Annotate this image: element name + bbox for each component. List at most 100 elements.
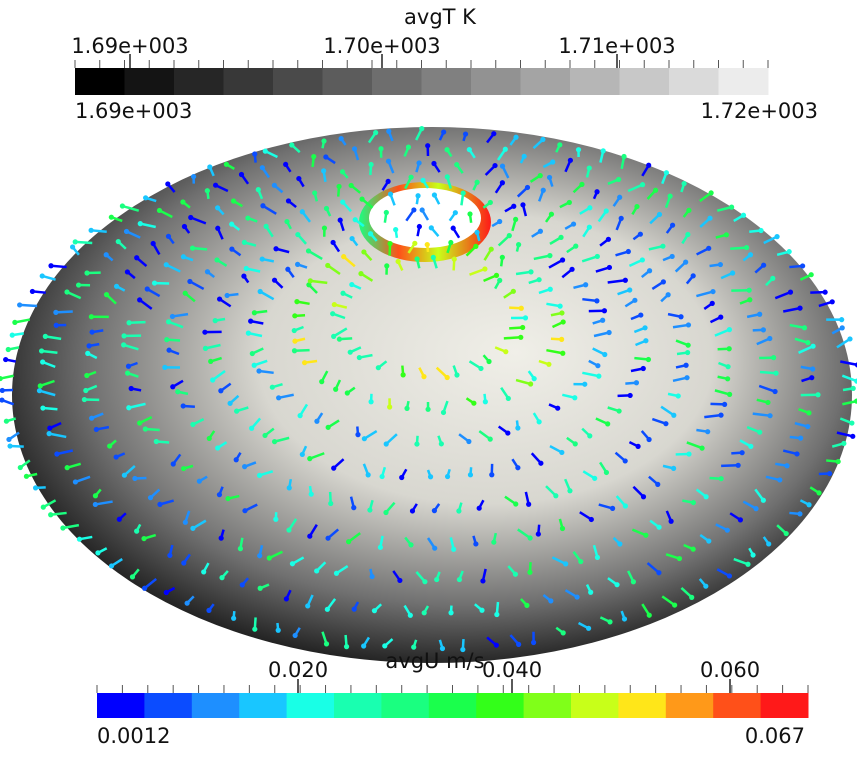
arrow-head: [619, 216, 624, 221]
arrow-head: [250, 351, 255, 356]
arrow-head: [839, 317, 844, 322]
arrow-head: [685, 350, 690, 355]
arrow-head: [528, 535, 533, 540]
arrow-head: [287, 485, 292, 490]
arrow-head: [468, 472, 473, 477]
arrow-head: [296, 176, 301, 181]
arrow-head: [286, 527, 291, 532]
arrow-head: [628, 393, 633, 398]
arrow-head: [361, 249, 366, 254]
arrow-head: [10, 333, 15, 338]
arrow-head: [190, 246, 195, 251]
arrow-head: [311, 154, 316, 159]
arrow-head: [773, 371, 778, 376]
arrow-head: [473, 541, 478, 546]
legend-swatch: [273, 68, 323, 95]
arrow-head: [134, 255, 139, 260]
arrow-head: [314, 568, 319, 573]
arrow-head: [208, 359, 213, 364]
arrow-head: [640, 182, 645, 187]
arrow-head: [727, 392, 732, 397]
arrow-head: [474, 230, 479, 235]
arrow-head: [40, 405, 45, 410]
arrow-head: [207, 164, 212, 169]
arrow-head: [678, 314, 683, 319]
legend-tick-label: 0.060: [700, 658, 760, 682]
arrow-head: [323, 154, 328, 159]
arrow-head: [276, 628, 281, 633]
arrow-head: [797, 306, 802, 311]
arrow-head: [340, 169, 345, 174]
arrow-head: [727, 346, 732, 351]
arrow-head: [273, 246, 278, 251]
arrow-head: [491, 131, 496, 136]
legend-tick-label: 1.70e+003: [323, 34, 440, 58]
arrow-head: [538, 461, 543, 466]
arrow-head: [576, 147, 581, 152]
arrow-head: [560, 257, 565, 262]
arrow-head: [260, 256, 265, 261]
arrow-head: [471, 401, 476, 406]
arrow-head: [41, 505, 46, 510]
arrow-head: [314, 419, 319, 424]
arrow-head: [503, 147, 508, 152]
arrow-head: [370, 574, 375, 579]
legend-min: 1.69e+003: [75, 99, 192, 123]
arrow-head: [546, 362, 551, 367]
arrow-head: [431, 255, 436, 260]
arrow-head: [384, 441, 389, 446]
arrow-head: [231, 198, 236, 203]
arrow-head: [141, 536, 146, 541]
arrow-head: [241, 274, 246, 279]
arrow-head: [758, 228, 763, 233]
legend-swatch: [381, 693, 429, 718]
legend-swatch: [761, 693, 809, 718]
arrow-head: [89, 329, 94, 334]
arrow-head: [114, 284, 119, 289]
arrow-head: [429, 225, 434, 230]
arrow-head: [333, 387, 338, 392]
arrow-head: [798, 436, 803, 441]
arrow-head: [367, 507, 372, 512]
arrow-head: [434, 577, 439, 582]
arrow-head: [60, 525, 65, 530]
arrow-head: [7, 443, 12, 448]
arrow-head: [151, 241, 156, 246]
arrow-head: [797, 511, 802, 516]
arrow-head: [126, 364, 131, 369]
arrow-head: [607, 619, 612, 624]
arrow-head: [638, 232, 643, 237]
arrow-head: [586, 626, 591, 631]
arrow-head: [558, 235, 563, 240]
arrow-head: [621, 154, 626, 159]
arrow-head: [292, 328, 297, 333]
arrow-head: [805, 424, 810, 429]
arrow-head: [351, 505, 356, 510]
arrow-head: [595, 555, 600, 560]
arrow-head: [175, 389, 180, 394]
arrow-head: [54, 451, 59, 456]
arrow-head: [117, 517, 122, 522]
arrow-head: [513, 501, 518, 506]
arrow-head: [124, 229, 129, 234]
arrow-head: [710, 289, 715, 294]
arrow-head: [276, 395, 281, 400]
arrow-head: [604, 470, 609, 475]
arrow-head: [515, 425, 520, 430]
arrow-head: [349, 183, 354, 188]
arrow-head: [666, 292, 671, 297]
arrow-head: [669, 519, 674, 524]
arrow-head: [627, 287, 632, 292]
arrow-head: [432, 508, 437, 513]
arrow-head: [522, 154, 527, 159]
arrow-head: [249, 426, 254, 431]
arrow-head: [126, 405, 131, 410]
arrow-head: [312, 190, 317, 195]
arrow-head: [143, 195, 148, 200]
arrow-head: [578, 559, 583, 564]
arrow-head: [420, 207, 425, 212]
arrow-head: [727, 327, 732, 332]
arrow-head: [587, 205, 592, 210]
arrow-head: [109, 215, 114, 220]
arrow-head: [300, 452, 305, 457]
